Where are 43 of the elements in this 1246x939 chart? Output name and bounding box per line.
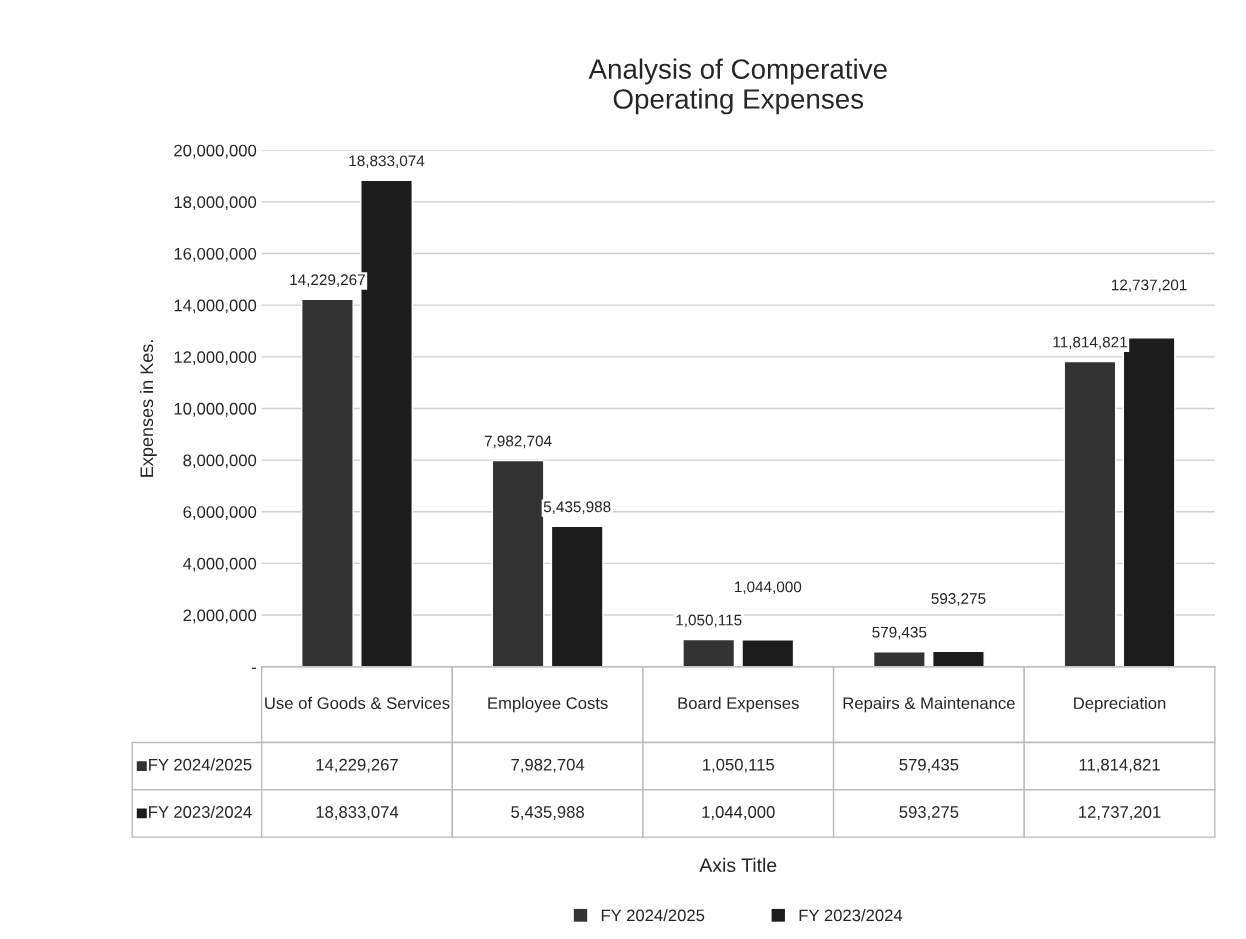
data-label: 593,275 <box>899 806 959 820</box>
x-tick-label: Board Expenses <box>678 696 799 713</box>
legend-label: FY 2023/2024 <box>149 805 252 818</box>
text: FY 2024/2025 <box>601 909 705 922</box>
y-axis-title: Expenses in Kes. <box>139 340 157 477</box>
data-label: 18,833,074 <box>316 806 399 820</box>
y-tick-label: 10,000,000 <box>174 402 257 417</box>
x-tick-label: Use of Goods & Services <box>265 696 450 710</box>
x-tick-label: Employee Costs <box>488 696 608 713</box>
x-tick-label: Repairs & Maintenance <box>843 696 1015 713</box>
x-tick-label: Depreciation <box>1074 696 1166 713</box>
data-label: 1,044,000 <box>702 806 775 820</box>
legend-label: FY 2024/2025 <box>149 758 252 771</box>
text: 7,982,704 <box>484 435 552 449</box>
text: 14,229,267 <box>290 274 365 287</box>
text: 593,275 <box>931 593 986 606</box>
text: 11,814,821 <box>1053 336 1127 350</box>
data-label: 7,982,704 <box>511 758 585 773</box>
data-label: 11,814,821 <box>1079 758 1160 773</box>
y-tick-label: - <box>251 667 257 669</box>
chart-title: Analysis of Comperative Operating Expenses <box>588 58 887 115</box>
y-tick-label: 8,000,000 <box>183 454 257 469</box>
text: 12,737,201 <box>1112 279 1187 293</box>
text: FY 2023/2024 <box>799 909 903 922</box>
y-tick-label: 14,000,000 <box>174 299 257 314</box>
y-tick-label: 4,000,000 <box>183 557 257 572</box>
data-label: 5,435,988 <box>511 806 584 820</box>
text: 1,044,000 <box>734 581 802 595</box>
data-label: 579,435 <box>899 758 959 773</box>
text: Axis Title <box>699 857 777 873</box>
y-tick-label: 12,000,000 <box>174 351 257 365</box>
y-tick-label: 2,000,000 <box>183 609 257 624</box>
text: 18,833,074 <box>349 155 425 169</box>
text: 5,435,988 <box>543 501 611 514</box>
y-tick-label: 20,000,000 <box>174 144 257 159</box>
y-tick-label: 18,000,000 <box>174 196 257 211</box>
data-label: 14,229,267 <box>316 758 398 773</box>
y-tick-label: 16,000,000 <box>174 247 257 262</box>
data-label: 12,737,201 <box>1079 806 1161 820</box>
text: 1,050,115 <box>676 614 742 628</box>
text: 579,435 <box>872 626 927 640</box>
y-tick-label: 6,000,000 <box>183 506 257 520</box>
data-label: 1,050,115 <box>703 758 775 773</box>
